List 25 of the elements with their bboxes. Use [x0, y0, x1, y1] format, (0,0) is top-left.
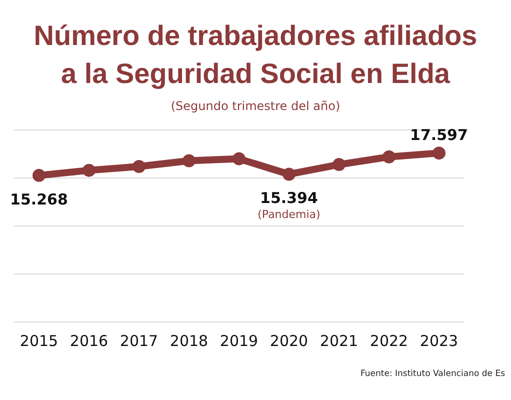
data-label: 15.268 — [10, 190, 68, 208]
point — [232, 152, 246, 166]
data-label: 17.597 — [410, 126, 468, 144]
point — [282, 168, 296, 181]
x-tick-label: 2019 — [220, 332, 258, 350]
x-tick-label: 2020 — [270, 332, 308, 350]
x-tick-label: 2021 — [320, 332, 358, 350]
annotation: (Pandemia) — [258, 208, 320, 222]
point — [432, 146, 446, 160]
point — [332, 158, 346, 172]
point — [132, 160, 146, 173]
chart-title: Número de trabajadores afiliados a la Seguridad Social en Elda — [34, 20, 478, 89]
x-tick-label: 2015 — [20, 332, 58, 350]
x-tick-label: 2018 — [170, 332, 208, 350]
x-tick-label: 2017 — [120, 332, 158, 350]
x-tick-label: 2023 — [420, 332, 458, 350]
data-label: 15.394 — [260, 189, 318, 208]
x-tick-label: 2022 — [370, 332, 408, 350]
source-note: Fuente: Instituto Valenciano de Es — [360, 369, 506, 379]
point — [182, 154, 196, 168]
chart-subtitle: (Segundo trimestre del año) — [170, 99, 340, 113]
point — [32, 168, 46, 182]
point — [82, 164, 96, 177]
x-tick-label: 2016 — [70, 332, 108, 350]
point — [382, 150, 396, 164]
